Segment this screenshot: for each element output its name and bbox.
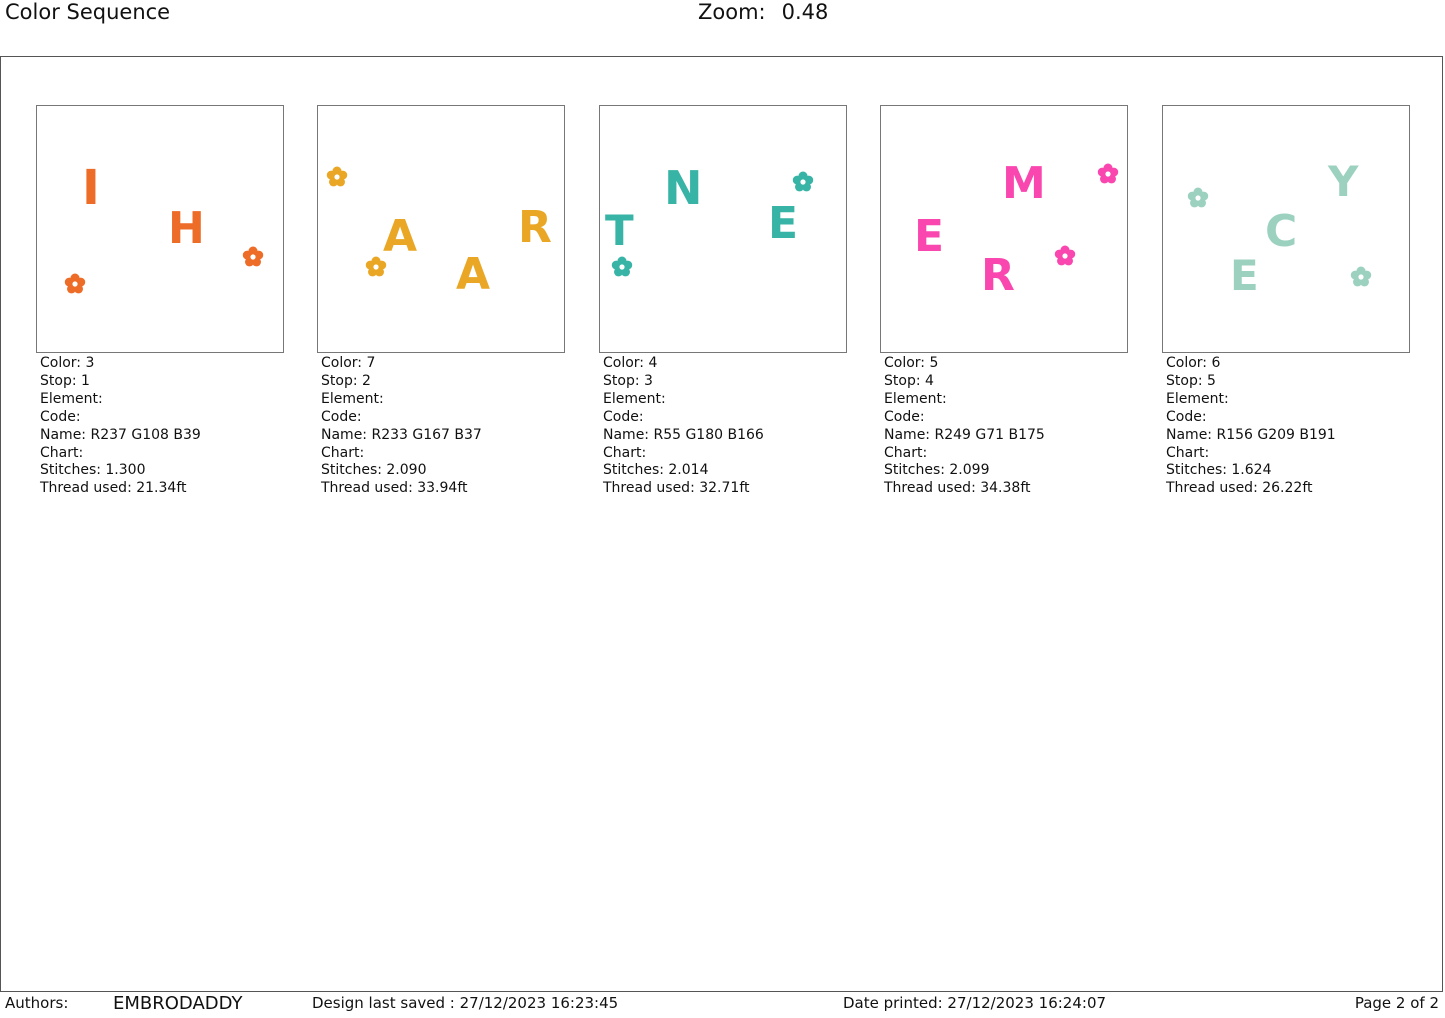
color-card-3: N T E Color: 4 Stop: 3 Element: Code: Na…	[599, 105, 847, 498]
color-number: Color: 5	[884, 355, 939, 371]
letter-glyph: A	[456, 249, 490, 300]
zoom-value: 0.48	[781, 0, 829, 24]
color-name: Name: R237 G108 B39	[40, 426, 201, 443]
color-card-4: M E R Color: 5 Stop: 4 Element: Code: Na…	[880, 105, 1128, 498]
letter-glyph: N	[664, 161, 703, 215]
letter-glyph: H	[168, 203, 205, 254]
color-card-2: A R A Color: 7 Stop: 2 Element: Code: Na…	[317, 105, 565, 498]
letter-glyph: E	[914, 211, 944, 262]
print-page-frame	[0, 56, 1443, 992]
stitch-count: Stitches: 1.624	[1166, 462, 1272, 479]
zoom-readout: Zoom: 0.48	[698, 0, 828, 24]
design-last-saved: Design last saved : 27/12/2023 16:23:45	[312, 994, 619, 1012]
element-field: Element:	[40, 390, 103, 407]
stop-number: Stop: 3	[603, 372, 653, 389]
letter-glyph: E	[768, 198, 798, 249]
date-printed: Date printed: 27/12/2023 16:24:07	[843, 994, 1107, 1012]
flower-icon	[64, 273, 86, 294]
flower-icon	[1350, 266, 1372, 287]
page-number: Page 2 of 2	[1354, 994, 1439, 1012]
color-name: Name: R233 G167 B37	[321, 426, 482, 443]
stitch-count: Stitches: 2.090	[321, 462, 427, 479]
flower-icon	[326, 166, 348, 187]
letter-glyph: C	[1265, 206, 1297, 257]
letter-glyph: A	[383, 211, 417, 262]
flower-icon	[365, 256, 387, 277]
color-thumbnail: I H	[36, 105, 284, 353]
code-field: Code:	[884, 408, 925, 425]
stop-number: Stop: 1	[40, 372, 90, 389]
element-field: Element:	[884, 390, 947, 407]
flower-icon	[1054, 245, 1076, 266]
color-number: Color: 3	[40, 355, 95, 371]
element-field: Element:	[1166, 390, 1229, 407]
chart-field: Chart:	[603, 444, 647, 461]
chart-field: Chart:	[321, 444, 365, 461]
thread-used: Thread used: 34.38ft	[884, 480, 1031, 497]
color-number: Color: 6	[1166, 355, 1221, 371]
flower-icon	[611, 256, 633, 277]
chart-field: Chart:	[1166, 444, 1210, 461]
color-card-5: Y C E Color: 6 Stop: 5 Element: Code: Na…	[1162, 105, 1410, 498]
letter-glyph: I	[82, 160, 100, 216]
stop-number: Stop: 2	[321, 372, 371, 389]
stop-number: Stop: 5	[1166, 372, 1216, 389]
letter-glyph: E	[1230, 251, 1259, 300]
flower-icon	[1097, 163, 1119, 184]
stitch-count: Stitches: 1.300	[40, 462, 146, 479]
color-name: Name: R55 G180 B166	[603, 426, 764, 443]
thread-used: Thread used: 26.22ft	[1166, 480, 1313, 497]
letter-glyph: T	[605, 206, 634, 255]
color-thumbnail: Y C E	[1162, 105, 1410, 353]
flower-icon	[792, 171, 814, 192]
thread-used: Thread used: 21.34ft	[40, 480, 187, 497]
zoom-label: Zoom:	[698, 0, 766, 24]
letter-glyph: R	[981, 250, 1015, 301]
flower-icon	[1187, 187, 1209, 208]
color-number: Color: 4	[603, 355, 658, 371]
chart-field: Chart:	[40, 444, 84, 461]
letter-glyph: M	[1002, 158, 1046, 209]
stitch-count: Stitches: 2.014	[603, 462, 709, 479]
code-field: Code:	[40, 408, 81, 425]
letter-glyph: R	[518, 202, 552, 253]
thread-used: Thread used: 33.94ft	[321, 480, 468, 497]
element-field: Element:	[603, 390, 666, 407]
page-title: Color Sequence	[5, 0, 171, 24]
stop-number: Stop: 4	[884, 372, 934, 389]
authors-label: Authors:	[5, 994, 69, 1012]
thread-used: Thread used: 32.71ft	[603, 480, 750, 497]
code-field: Code:	[603, 408, 644, 425]
element-field: Element:	[321, 390, 384, 407]
chart-field: Chart:	[884, 444, 928, 461]
code-field: Code:	[1166, 408, 1207, 425]
letter-glyph: Y	[1327, 157, 1359, 206]
code-field: Code:	[321, 408, 362, 425]
color-thumbnail: M E R	[880, 105, 1128, 353]
stitch-count: Stitches: 2.099	[884, 462, 990, 479]
page-footer: Authors: EMBRODADDY Design last saved : …	[0, 992, 1445, 1018]
color-name: Name: R249 G71 B175	[884, 426, 1045, 443]
color-card-1: I H Color: 3 Stop: 1 Element: Code: Name…	[36, 105, 284, 498]
color-thumbnail: A R A	[317, 105, 565, 353]
color-number: Color: 7	[321, 355, 376, 371]
color-thumbnail: N T E	[599, 105, 847, 353]
authors-value: EMBRODADDY	[113, 993, 243, 1014]
color-name: Name: R156 G209 B191	[1166, 426, 1336, 443]
flower-icon	[242, 246, 264, 267]
